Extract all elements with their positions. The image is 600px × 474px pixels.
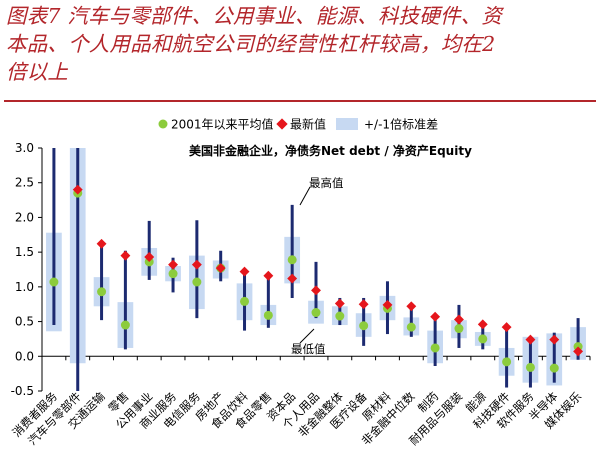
latest-point — [263, 270, 274, 281]
chart-title: 图表7 汽车与零部件、公用事业、能源、科技硬件、资 本品、个人用品和航空公司的经… — [6, 2, 596, 86]
latest-point — [406, 301, 417, 312]
annotation-max: 最高值 — [309, 176, 344, 190]
annotation-min-arrow — [299, 328, 315, 344]
title-line-1: 图表7 汽车与零部件、公用事业、能源、科技硬件、资 — [6, 4, 503, 28]
mean-point — [168, 269, 178, 279]
mean-point — [263, 310, 273, 320]
latest-point — [96, 238, 107, 249]
legend-band-label: +/-1倍标准差 — [364, 117, 438, 132]
latest-point — [549, 334, 560, 345]
y-tick-label: -0.5 — [11, 384, 34, 398]
mean-point — [240, 296, 250, 306]
legend-latest-marker — [276, 118, 288, 130]
latest-point — [358, 299, 369, 310]
title-line-2: 本品、个人用品和航空公司的经营性杠杆较高，均在2 — [6, 32, 496, 56]
mean-point — [502, 357, 512, 367]
latest-point — [477, 319, 488, 330]
legend-mean-label: 2001年以来平均值 — [171, 117, 274, 132]
legend-band-marker — [336, 118, 358, 130]
legend-latest-label: 最新值 — [290, 117, 326, 132]
y-tick-label: 2.5 — [15, 176, 34, 190]
latest-point — [72, 184, 83, 195]
latest-point — [454, 314, 464, 325]
mean-point — [406, 322, 416, 332]
y-tick-label: 0.0 — [15, 349, 34, 363]
legend-mean-marker — [158, 119, 168, 129]
y-tick-label: 0.5 — [15, 315, 34, 329]
mean-point — [120, 320, 130, 330]
latest-point — [120, 250, 131, 261]
mean-point — [430, 343, 440, 353]
box-chart: 2001年以来平均值 最新值 +/-1倍标准差 美国非金融企业，净债务Net d… — [9, 117, 591, 448]
latest-point — [168, 259, 178, 270]
y-tick-label: 1.5 — [15, 245, 34, 259]
mean-point — [525, 362, 535, 372]
latest-point — [144, 252, 155, 262]
legend: 2001年以来平均值 最新值 +/-1倍标准差 — [158, 117, 438, 132]
mean-point — [478, 334, 488, 344]
latest-point — [501, 322, 512, 333]
title-divider — [4, 100, 596, 102]
latest-point — [430, 311, 441, 322]
latest-point — [191, 259, 202, 270]
latest-point — [334, 298, 345, 309]
mean-point — [311, 308, 321, 318]
annotation-max-arrow — [299, 186, 311, 206]
chart-subtitle: 美国非金融企业，净债务Net debt / 净资产Equity — [189, 143, 472, 158]
mean-point — [287, 255, 297, 265]
latest-point — [287, 273, 298, 284]
y-tick-label: 1.0 — [15, 280, 34, 294]
y-tick-label: 3.0 — [15, 141, 34, 155]
latest-point — [215, 263, 226, 274]
mean-point — [335, 311, 345, 321]
title-line-3: 倍以上 — [6, 60, 69, 84]
mean-point — [192, 277, 202, 287]
latest-point — [239, 266, 250, 277]
latest-point — [525, 334, 536, 345]
latest-point — [573, 346, 584, 357]
annotation-min: 最低值 — [291, 342, 326, 356]
y-tick-label: 2.0 — [15, 210, 34, 224]
mean-point — [454, 324, 464, 334]
mean-point — [549, 363, 559, 373]
mean-point — [49, 277, 59, 287]
latest-point — [311, 285, 321, 296]
mean-point — [359, 321, 369, 331]
mean-point — [97, 287, 107, 297]
plot-area: 3.02.52.01.51.00.50.0-0.5消费者服务汽车与零部件交通运输… — [9, 141, 591, 448]
